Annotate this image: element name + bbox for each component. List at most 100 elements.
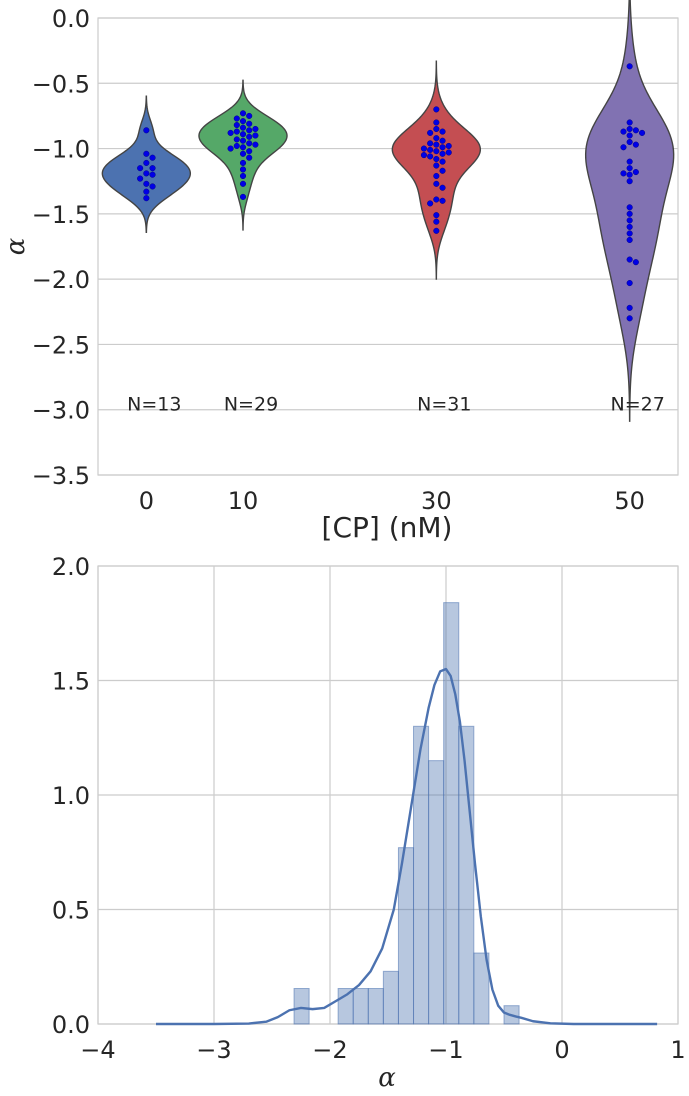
x-axis-label: [CP] (nM) [322,511,453,544]
data-point [239,124,247,131]
data-point [626,138,633,146]
n-label: N=31 [417,394,471,416]
data-point [433,180,440,187]
data-point [239,131,247,138]
data-point [239,110,247,117]
data-point [420,145,427,152]
data-point [143,159,150,166]
data-point [149,154,156,161]
histogram-bar [458,725,475,1025]
data-point [433,162,440,169]
y-tick-label: 0.5 [52,897,90,925]
data-point [246,127,253,134]
data-point [439,150,446,157]
data-point [626,158,633,165]
x-tick-label: 0 [139,487,154,515]
data-point [439,137,446,144]
x-axis-label: α [378,1063,396,1093]
data-point [143,188,150,195]
data-point [639,129,646,136]
data-point [427,200,434,207]
histogram-chart: 0.0 0.5 1.0 1.5 2.0 −4 −3 −2 −1 0 1 α [52,553,686,1093]
data-point [420,152,427,159]
data-point [433,227,440,234]
violin-50 [584,0,675,422]
data-point [626,125,633,133]
data-point [239,137,247,144]
y-tick-label: −1.0 [32,136,90,164]
data-point [433,212,440,219]
data-point [137,175,144,182]
histogram-bar [473,952,490,1025]
data-point [252,141,259,148]
data-point [433,125,440,133]
data-point [626,178,633,185]
data-point [626,132,633,139]
data-point [626,256,633,263]
data-point [246,133,253,140]
data-point [626,210,633,217]
data-point [433,172,440,180]
data-point [137,165,144,172]
data-point [626,236,633,244]
data-point [233,136,240,143]
data-point [626,304,633,311]
data-point [433,106,440,113]
x-tick-label: 50 [614,487,645,515]
y-axis-label: α [1,237,31,255]
x-tick-label: 10 [228,487,259,515]
data-point [626,230,633,237]
data-point [433,148,440,155]
x-tick-label: −1 [428,1036,463,1064]
data-point [233,142,240,150]
y-tick-label: −0.5 [32,70,90,98]
y-tick-label: −2.0 [32,266,90,294]
histogram-bar [367,988,384,1025]
data-point [143,195,150,202]
data-point [439,167,446,174]
data-point [439,197,446,204]
x-tick-label: 30 [421,487,452,515]
histogram-bar [428,760,445,1025]
data-point [143,170,150,177]
x-tick-label: −4 [80,1036,115,1064]
data-point [252,132,259,139]
data-point [620,128,627,135]
data-point [439,144,446,151]
data-point [239,166,247,173]
data-point [433,141,440,148]
x-tick-label: 0 [554,1036,569,1064]
histogram-bar [293,988,310,1025]
y-tick-label: 1.5 [52,668,90,696]
data-point [239,193,247,200]
data-point [233,128,240,135]
data-point [227,129,234,136]
data-point [626,165,633,172]
y-tick-label: −1.5 [32,201,90,229]
data-point [433,155,440,163]
data-point [626,171,633,178]
data-point [239,180,247,187]
data-point [427,146,434,153]
data-point [620,170,627,177]
x-tick-label: −3 [196,1036,231,1064]
data-point [427,140,434,147]
data-point [239,159,247,166]
data-point [246,154,253,161]
histogram-bar [352,988,369,1025]
data-point [239,118,247,125]
data-point [227,145,234,152]
kde-line [156,667,658,1026]
y-tick-label: 0.0 [52,1011,90,1039]
data-point [632,127,639,134]
data-point [445,149,452,156]
data-point [626,217,633,224]
data-point [620,144,627,151]
data-point [433,135,440,142]
y-tick-label: 0.0 [52,5,90,33]
violin-chart: 0.0 −0.5 −1.0 −1.5 −2.0 −2.5 −3.0 −3.5 α 0 10 30 50 [… [1,0,679,544]
data-point [439,128,446,135]
data-point [632,259,639,266]
data-point [246,148,253,155]
